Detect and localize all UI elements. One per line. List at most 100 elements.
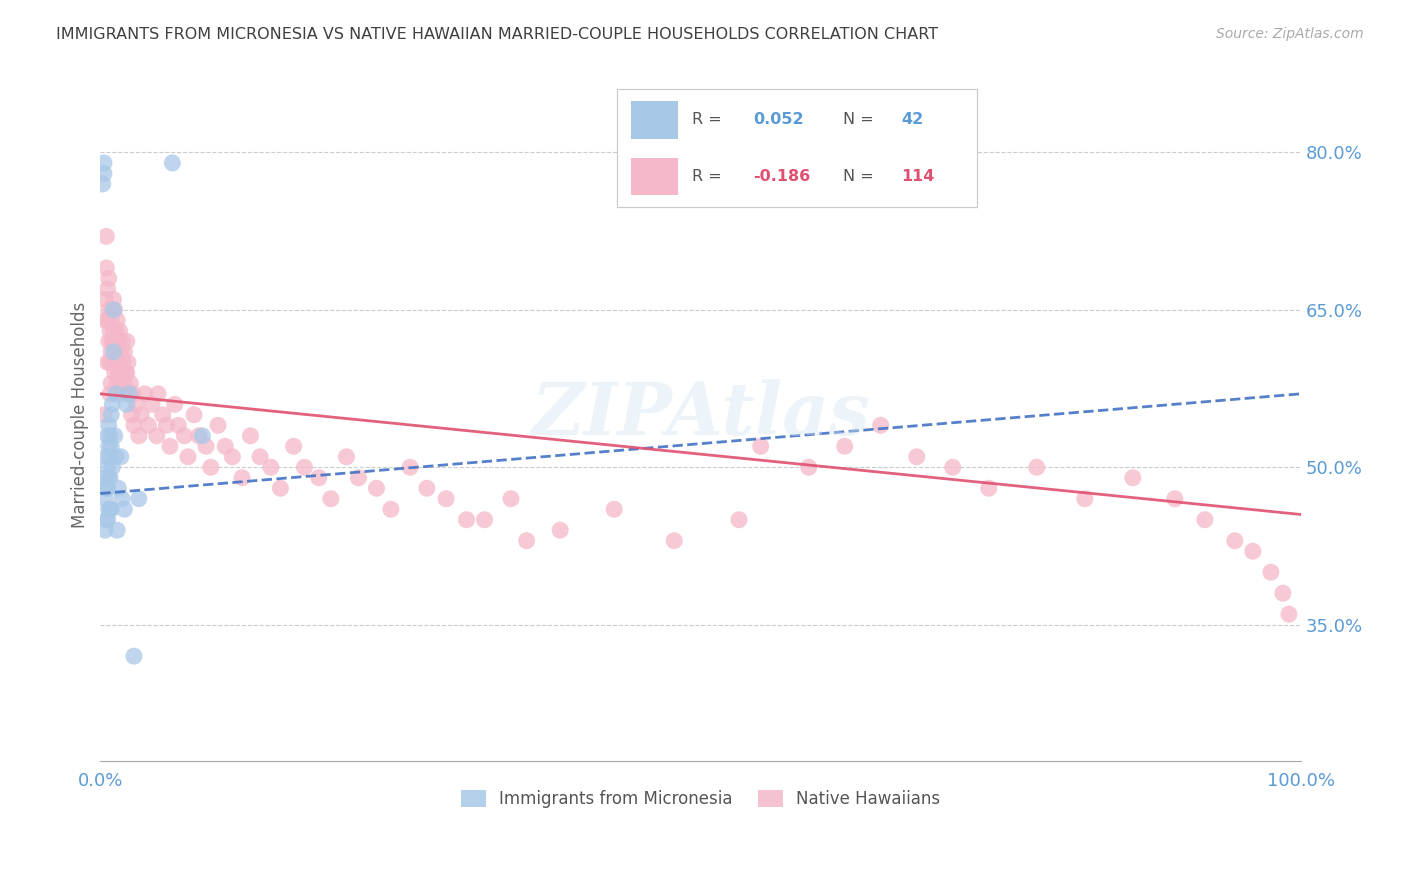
Point (112, 386, 135, 401)
Point (905, 450, 928, 464)
Point (104, 366, 127, 380)
Point (107, 334, 129, 349)
Point (96, 260, 118, 275)
Point (152, 408, 174, 422)
Point (1241, 544, 1264, 558)
Point (97, 302, 120, 317)
Point (214, 439, 236, 453)
Point (548, 523, 571, 537)
Text: Source: ZipAtlas.com: Source: ZipAtlas.com (1216, 27, 1364, 41)
Point (207, 418, 229, 433)
Point (100, 408, 122, 422)
Point (97, 334, 120, 349)
Y-axis label: Married-couple Households: Married-couple Households (72, 301, 89, 528)
Point (110, 344, 132, 359)
Point (96, 481, 118, 495)
Point (249, 450, 271, 464)
Point (96, 355, 118, 369)
Point (111, 366, 134, 380)
Point (93, 166, 115, 180)
Point (101, 397, 124, 411)
Point (749, 439, 772, 453)
Point (474, 513, 496, 527)
Point (366, 481, 388, 495)
Point (94, 293, 117, 307)
Point (110, 450, 132, 464)
Point (96, 450, 118, 464)
Point (1074, 491, 1097, 506)
Point (105, 344, 128, 359)
Point (96, 513, 118, 527)
Point (416, 481, 439, 495)
Point (94, 313, 117, 327)
Point (97, 439, 120, 453)
Point (103, 344, 125, 359)
Point (200, 460, 222, 475)
Point (112, 502, 135, 516)
Point (1164, 491, 1187, 506)
Point (294, 460, 316, 475)
Point (167, 418, 190, 433)
Point (100, 313, 122, 327)
Point (121, 386, 143, 401)
Point (159, 439, 181, 453)
Point (121, 408, 143, 422)
Point (231, 471, 253, 485)
Point (110, 376, 132, 391)
Point (239, 429, 262, 443)
Point (93, 408, 115, 422)
Point (118, 386, 141, 401)
Point (1278, 607, 1301, 622)
Point (100, 439, 122, 453)
Legend: Immigrants from Micronesia, Native Hawaiians: Immigrants from Micronesia, Native Hawai… (454, 783, 946, 815)
Point (98, 471, 121, 485)
Point (834, 439, 856, 453)
Point (128, 429, 150, 443)
Point (380, 502, 402, 516)
Point (869, 418, 891, 433)
Point (138, 418, 160, 433)
Point (96, 429, 118, 443)
Point (97, 471, 120, 485)
Point (96, 229, 118, 244)
Point (515, 533, 537, 548)
Point (96, 282, 118, 296)
Point (108, 324, 131, 338)
Point (96, 513, 118, 527)
Point (1271, 586, 1294, 600)
Point (100, 502, 122, 516)
Point (94, 491, 117, 506)
Point (98, 502, 121, 516)
Point (499, 491, 522, 506)
Point (191, 429, 214, 443)
Point (977, 481, 1000, 495)
Point (96, 460, 118, 475)
Point (183, 408, 205, 422)
Point (107, 366, 129, 380)
Point (111, 334, 134, 349)
Point (98, 450, 121, 464)
Point (141, 397, 163, 411)
Point (94, 471, 117, 485)
Point (335, 450, 357, 464)
Point (112, 376, 135, 391)
Point (347, 471, 370, 485)
Point (98, 324, 121, 338)
Point (91, 177, 114, 191)
Point (97, 271, 120, 285)
Point (105, 376, 128, 391)
Point (120, 376, 142, 391)
Point (260, 460, 283, 475)
Point (195, 439, 218, 453)
Point (269, 481, 291, 495)
Point (1025, 460, 1047, 475)
Point (101, 460, 124, 475)
Point (221, 450, 243, 464)
Point (942, 460, 965, 475)
Point (177, 450, 200, 464)
Point (103, 324, 125, 338)
Point (108, 355, 131, 369)
Point (103, 293, 125, 307)
Point (94, 523, 117, 537)
Point (1194, 513, 1216, 527)
